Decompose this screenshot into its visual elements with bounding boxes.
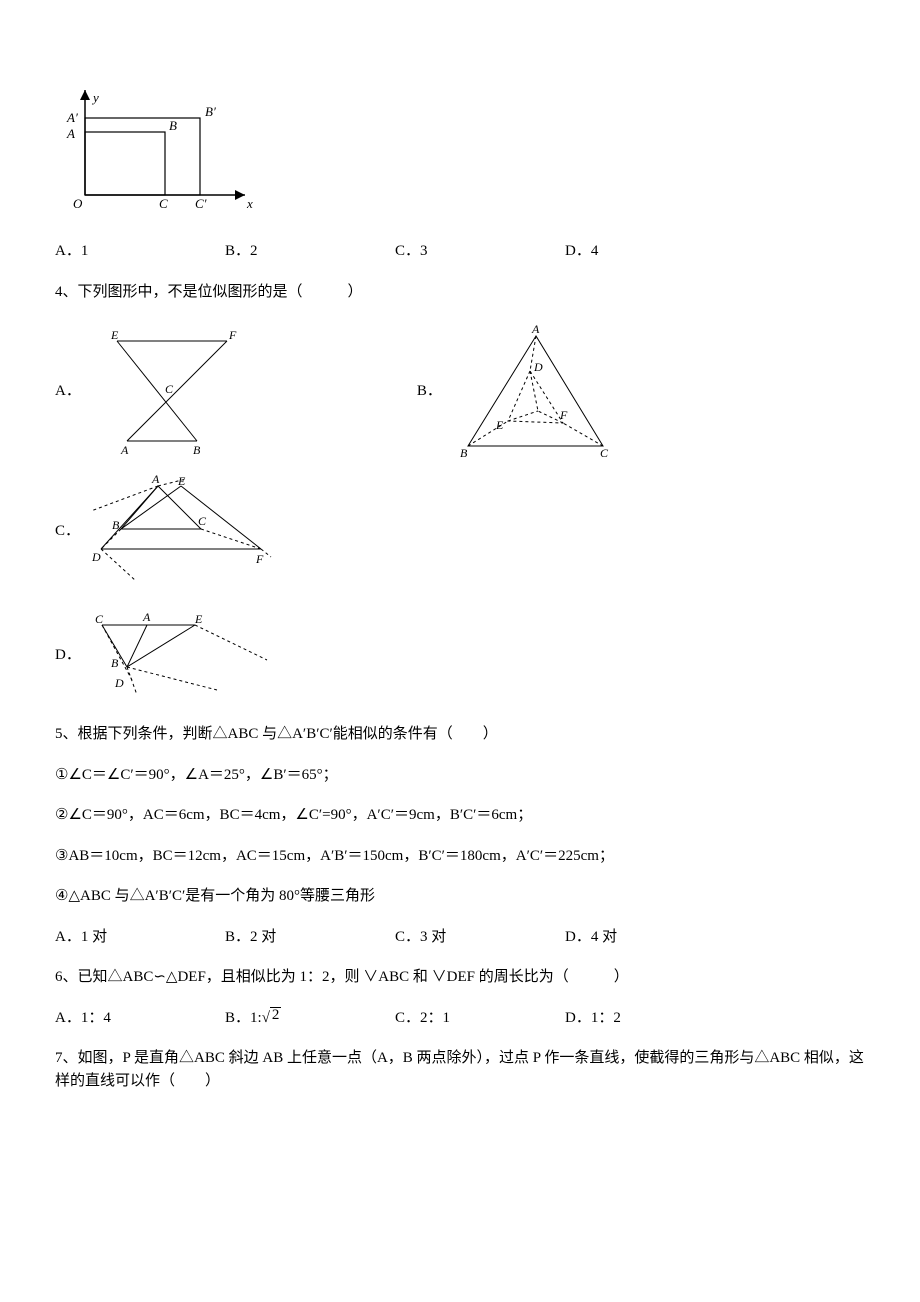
q3-figure: y x O A′ A B′ B C C′ xyxy=(55,80,865,210)
q6-options: A．1：4 B．1:√2 C．2：1 D．1：2 xyxy=(55,1007,865,1030)
q3-opt-d: D．4 xyxy=(565,240,735,263)
svg-text:A: A xyxy=(120,443,129,457)
svg-text:B: B xyxy=(193,443,201,457)
lbl-B1: B′ xyxy=(205,104,216,119)
q6-opt-c: C．2：1 xyxy=(395,1007,565,1030)
lbl-x: x xyxy=(246,196,253,210)
lbl-C1: C′ xyxy=(195,196,207,210)
q4-figC: C． A E B C D F xyxy=(55,471,276,591)
svg-text:F: F xyxy=(228,328,237,342)
svg-text:A: A xyxy=(151,472,160,486)
lbl-A1: A′ xyxy=(66,110,78,125)
q5-options: A．1 对 B．2 对 C．3 对 D．4 对 xyxy=(55,926,865,949)
q4-figD: D． C A E B D xyxy=(55,605,287,705)
q5-opt-c: C．3 对 xyxy=(395,926,565,949)
q5-c2: ②∠C＝90°，AC＝6cm，BC＝4cm，∠C′=90°，A′C′＝9cm，B… xyxy=(55,804,865,827)
svg-text:C: C xyxy=(198,514,207,528)
svg-text:E: E xyxy=(110,328,119,342)
q6-opt-b: B．1:√2 xyxy=(225,1007,395,1030)
svg-text:E: E xyxy=(495,418,504,432)
svg-text:B: B xyxy=(111,656,119,670)
q5-c3: ③AB＝10cm，BC＝12cm，AC＝15cm，A′B′＝150cm，B′C′… xyxy=(55,845,865,868)
q3-opt-b: B．2 xyxy=(225,240,395,263)
svg-text:E: E xyxy=(177,474,186,488)
svg-text:E: E xyxy=(194,612,203,626)
q4-figC-svg: A E B C D F xyxy=(86,471,276,591)
q4-figA: A． E F C A B xyxy=(55,321,247,461)
svg-text:B: B xyxy=(460,446,468,460)
q4-figB-svg: A B C D E F xyxy=(448,321,618,461)
sqrt-icon: √2 xyxy=(262,1007,282,1030)
q5-opt-b: B．2 对 xyxy=(225,926,395,949)
q5-opt-a: A．1 对 xyxy=(55,926,225,949)
q4-stem: 4、下列图形中，不是位似图形的是（ ） xyxy=(55,281,865,304)
q5-c4: ④△ABC 与△A′B′C′是有一个角为 80°等腰三角形 xyxy=(55,885,865,908)
q4-figures-row2: D． C A E B D xyxy=(55,605,865,705)
svg-text:A: A xyxy=(142,610,151,624)
q4-figures-row1: A． E F C A B B． A B xyxy=(55,321,865,591)
lbl-B: B xyxy=(169,118,177,133)
q3-opt-c: C．3 xyxy=(395,240,565,263)
svg-text:F: F xyxy=(559,408,568,422)
lbl-y: y xyxy=(91,90,99,105)
svg-text:D: D xyxy=(533,360,543,374)
q6-opt-b-pre: B．1: xyxy=(225,1010,262,1026)
q4-figA-label: A． xyxy=(55,380,81,403)
lbl-C: C xyxy=(159,196,168,210)
svg-text:C: C xyxy=(600,446,609,460)
svg-text:F: F xyxy=(255,552,264,566)
svg-text:B: B xyxy=(112,518,120,532)
q4-figB-label: B． xyxy=(417,380,442,403)
q5-opt-d: D．4 对 xyxy=(565,926,735,949)
q6-opt-a: A．1：4 xyxy=(55,1007,225,1030)
svg-text:D: D xyxy=(114,676,124,690)
q5-c1: ①∠C＝∠C′＝90°，∠A＝25°，∠B′＝65°； xyxy=(55,764,865,787)
q6-opt-b-rad: 2 xyxy=(270,1007,282,1023)
q4-figC-label: C． xyxy=(55,520,80,543)
lbl-A: A xyxy=(66,126,75,141)
q4-figD-label: D． xyxy=(55,644,81,667)
q5-stem: 5、根据下列条件，判断△ABC 与△A′B′C′能相似的条件有（ ） xyxy=(55,723,865,746)
q6-opt-d: D．1：2 xyxy=(565,1007,735,1030)
q4-figA-svg: E F C A B xyxy=(87,321,247,461)
q3-svg: y x O A′ A B′ B C C′ xyxy=(55,80,255,210)
q6-stem: 6、已知△ABC∽△DEF，且相似比为 1：2，则 ∨ABC 和 ∨DEF 的周… xyxy=(55,966,865,989)
svg-text:C: C xyxy=(165,382,174,396)
q7-stem: 7、如图，P 是直角△ABC 斜边 AB 上任意一点（A，B 两点除外），过点 … xyxy=(55,1047,865,1092)
q3-opt-a: A．1 xyxy=(55,240,225,263)
lbl-O: O xyxy=(73,196,83,210)
svg-text:C: C xyxy=(95,612,104,626)
q3-options: A．1 B．2 C．3 D．4 xyxy=(55,240,865,263)
q4-figD-svg: C A E B D xyxy=(87,605,287,705)
q4-figB: B． A B C D E F xyxy=(417,321,618,461)
svg-text:A: A xyxy=(531,322,540,336)
svg-text:D: D xyxy=(91,550,101,564)
